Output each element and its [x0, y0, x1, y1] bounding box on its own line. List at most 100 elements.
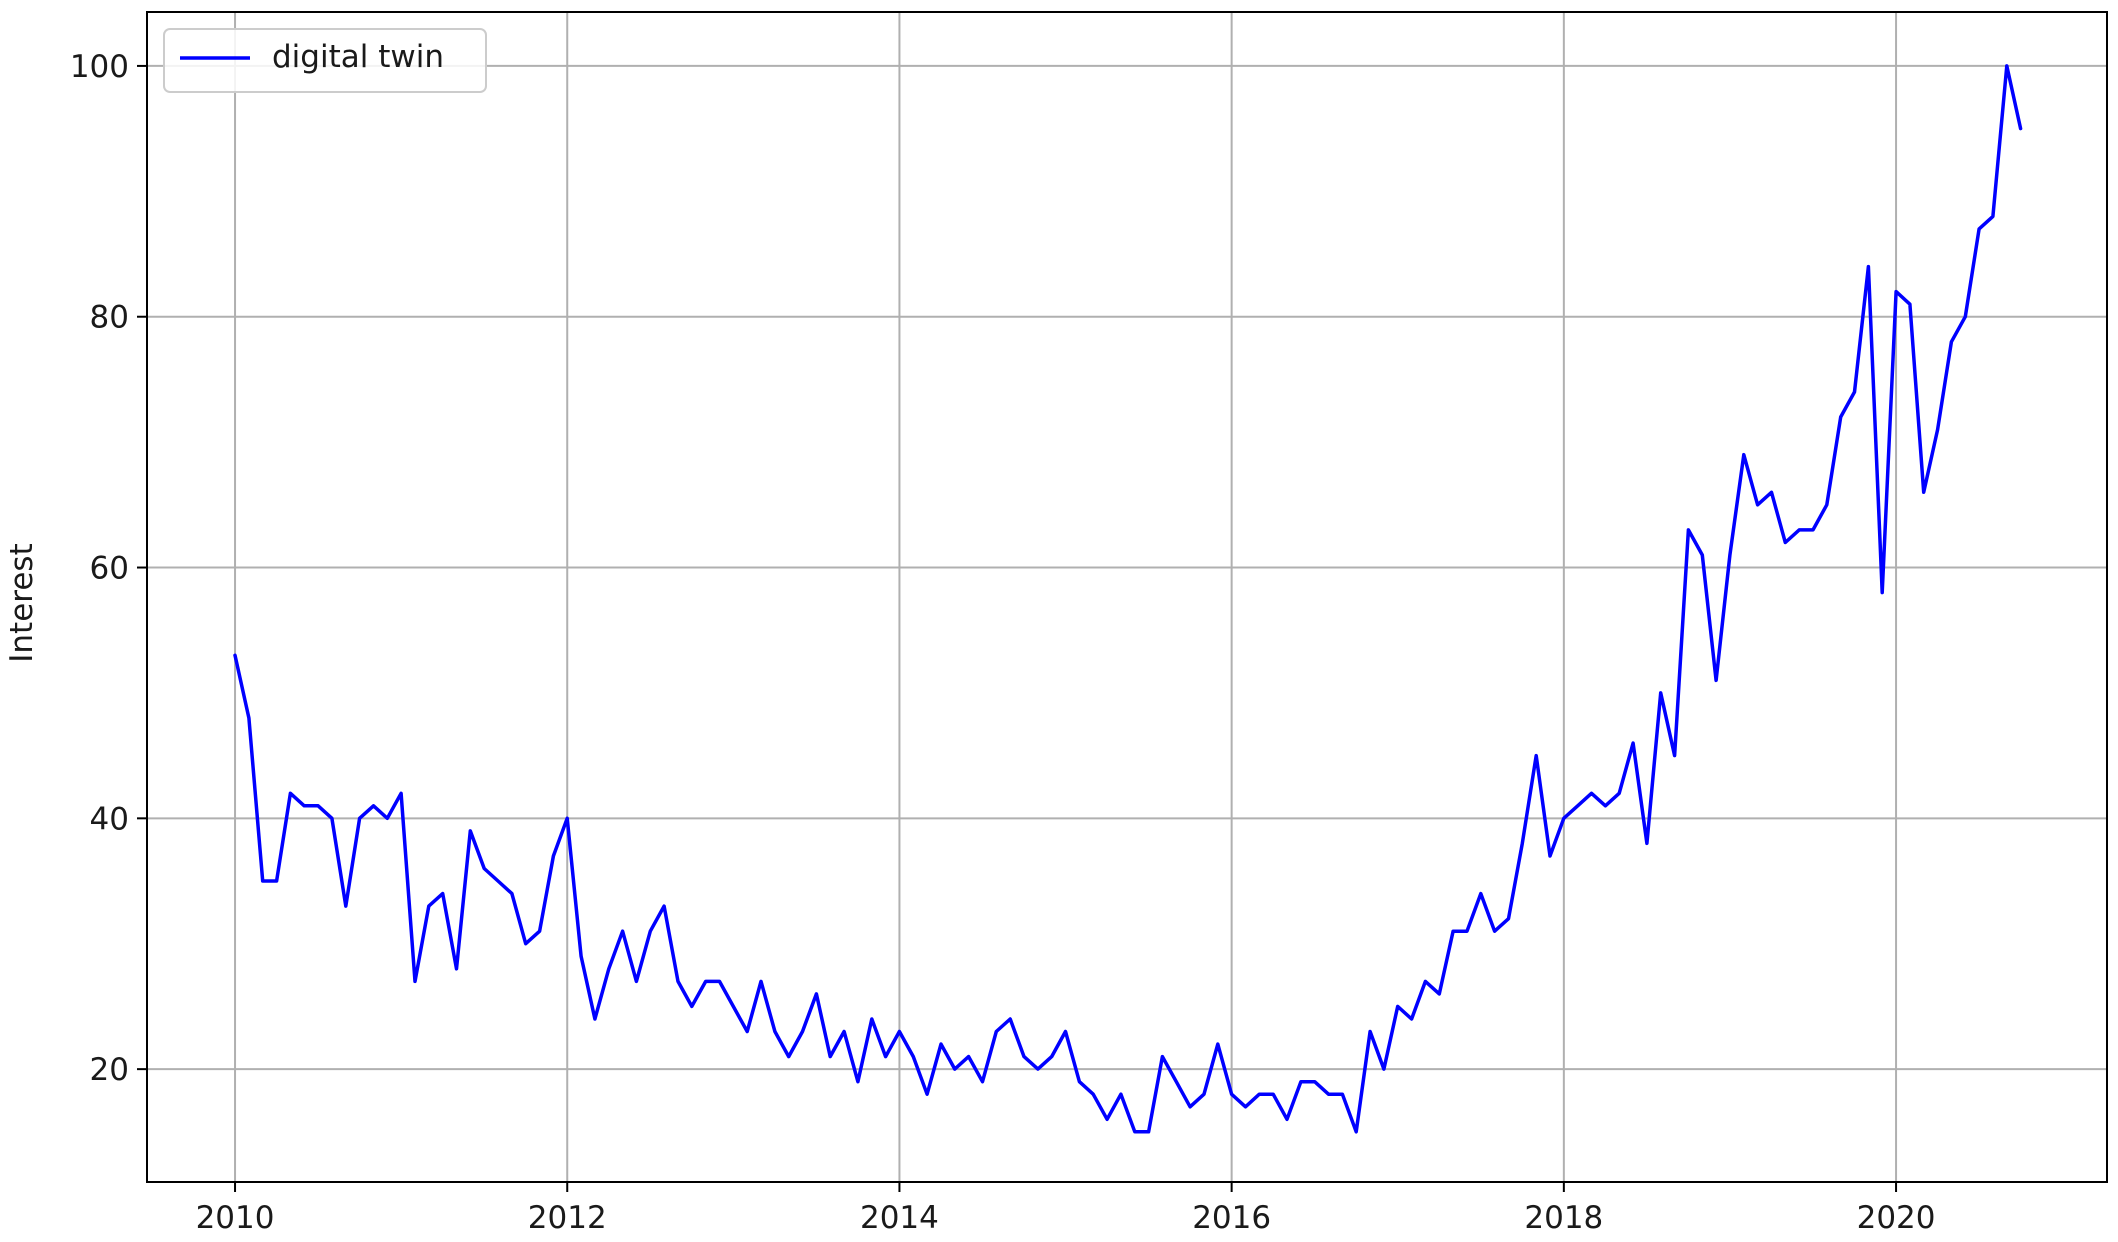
- data-point: [801, 1030, 805, 1034]
- data-point: [1036, 1067, 1040, 1071]
- data-point: [704, 979, 708, 983]
- data-point: [330, 816, 334, 820]
- data-point: [911, 1055, 915, 1059]
- data-point: [593, 1017, 597, 1021]
- y-tick-label: 80: [90, 300, 129, 336]
- data-point: [496, 879, 500, 883]
- data-point: [1188, 1105, 1192, 1109]
- data-point: [1451, 929, 1455, 933]
- plot-background: [147, 12, 2107, 1182]
- data-point: [994, 1030, 998, 1034]
- data-point: [828, 1055, 832, 1059]
- data-point: [1686, 528, 1690, 532]
- data-point: [1174, 1080, 1178, 1084]
- data-point: [1382, 1067, 1386, 1071]
- data-point: [1839, 415, 1843, 419]
- data-point: [634, 979, 638, 983]
- data-point: [358, 816, 362, 820]
- data-point: [482, 867, 486, 871]
- data-point: [1949, 340, 1953, 344]
- data-point: [1119, 1092, 1123, 1096]
- x-tick-label: 2020: [1857, 1200, 1936, 1236]
- data-point: [1340, 1092, 1344, 1096]
- data-point: [842, 1030, 846, 1034]
- data-point: [1922, 490, 1926, 494]
- data-point: [1742, 453, 1746, 457]
- data-point: [1147, 1130, 1151, 1134]
- data-point: [510, 892, 514, 896]
- data-point: [1105, 1117, 1109, 1121]
- data-point: [773, 1030, 777, 1034]
- data-point: [690, 1004, 694, 1008]
- plot-frame: [146, 11, 2108, 1183]
- data-point: [1216, 1042, 1220, 1046]
- data-point: [884, 1055, 888, 1059]
- data-point: [1064, 1030, 1068, 1034]
- data-point: [427, 904, 431, 908]
- x-tick-label: 2018: [1524, 1200, 1603, 1236]
- data-point: [1756, 503, 1760, 507]
- data-point: [897, 1030, 901, 1034]
- data-point: [1520, 841, 1524, 845]
- x-tick-label: 2010: [196, 1200, 275, 1236]
- data-point: [1313, 1080, 1317, 1084]
- data-point: [967, 1055, 971, 1059]
- data-point: [662, 904, 666, 908]
- x-tick-label: 2016: [1192, 1200, 1271, 1236]
- data-point: [1866, 265, 1870, 269]
- data-point: [233, 653, 237, 657]
- data-point: [718, 979, 722, 983]
- data-point: [538, 929, 542, 933]
- data-point: [1603, 804, 1607, 808]
- data-point: [787, 1055, 791, 1059]
- data-point: [1257, 1092, 1261, 1096]
- data-point: [247, 716, 251, 720]
- data-point: [731, 1004, 735, 1008]
- data-point: [1963, 315, 1967, 319]
- data-point: [925, 1092, 929, 1096]
- data-point: [2019, 127, 2023, 131]
- data-point: [551, 854, 555, 858]
- data-point: [1534, 754, 1538, 758]
- data-point: [1617, 791, 1621, 795]
- data-point: [1202, 1092, 1206, 1096]
- data-point: [565, 816, 569, 820]
- data-point: [1022, 1055, 1026, 1059]
- data-point: [1880, 591, 1884, 595]
- data-point: [1673, 754, 1677, 758]
- data-point: [288, 791, 292, 795]
- data-point: [1977, 227, 1981, 231]
- data-point: [579, 954, 583, 958]
- series-line-digital-twin: [233, 64, 2023, 1134]
- data-point: [1853, 390, 1857, 394]
- data-point: [1770, 490, 1774, 494]
- data-point: [2005, 64, 2009, 68]
- data-point: [1548, 854, 1552, 858]
- legend-box: [163, 28, 487, 93]
- data-point: [455, 967, 459, 971]
- data-point: [1728, 553, 1732, 557]
- data-point: [1894, 290, 1898, 294]
- y-tick-label: 20: [90, 1052, 129, 1088]
- data-point: [1562, 816, 1566, 820]
- y-axis-label: Interest: [4, 543, 40, 662]
- data-point: [524, 942, 528, 946]
- data-point: [344, 904, 348, 908]
- data-point: [399, 791, 403, 795]
- data-point: [1507, 917, 1511, 921]
- data-point: [1050, 1055, 1054, 1059]
- data-point: [1714, 678, 1718, 682]
- data-point: [1783, 541, 1787, 545]
- data-point: [1590, 791, 1594, 795]
- data-point: [1465, 929, 1469, 933]
- data-point: [1576, 804, 1580, 808]
- data-point: [1244, 1105, 1248, 1109]
- data-point: [648, 929, 652, 933]
- data-point: [1700, 553, 1704, 557]
- data-point: [1354, 1130, 1358, 1134]
- data-point: [1299, 1080, 1303, 1084]
- data-point: [1077, 1080, 1081, 1084]
- data-point: [1479, 892, 1483, 896]
- y-tick-label: 40: [90, 801, 129, 837]
